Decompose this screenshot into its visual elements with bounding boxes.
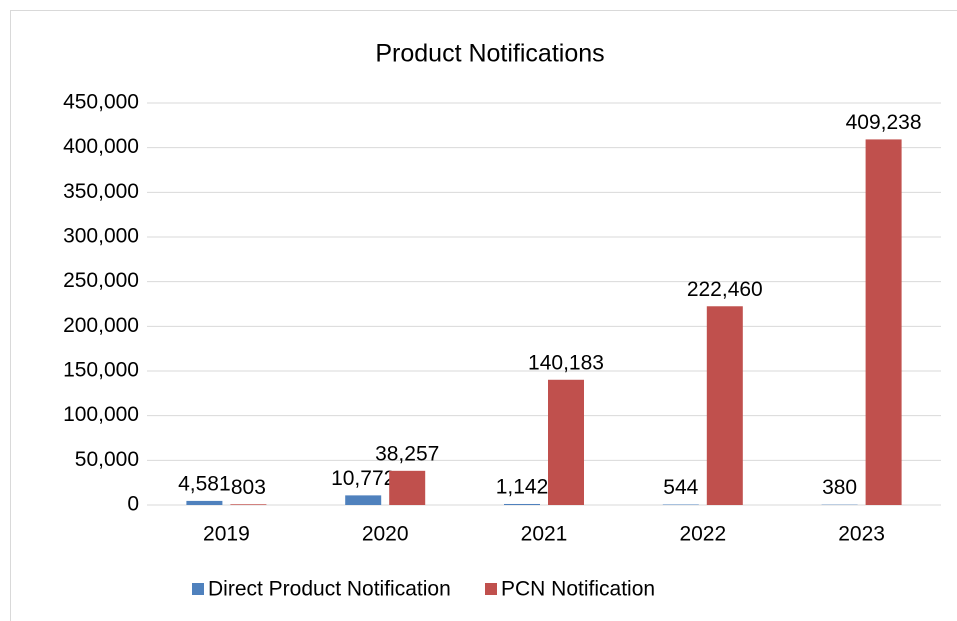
bar [345, 495, 382, 505]
bar [504, 503, 540, 505]
data-label: 222,460 [687, 278, 763, 301]
y-tick-label: 450,000 [63, 91, 139, 114]
data-label: 409,238 [846, 111, 922, 134]
legend-label: PCN Notification [501, 578, 655, 601]
bar [186, 500, 223, 505]
x-tick-label: 2019 [203, 523, 250, 546]
y-tick-label: 100,000 [63, 403, 139, 426]
bar [230, 504, 267, 505]
data-label: 544 [663, 476, 698, 499]
y-tick-label: 250,000 [63, 269, 139, 292]
data-label: 4,581 [178, 472, 231, 495]
bar [389, 470, 426, 505]
legend-swatch [192, 583, 204, 595]
legend-label: Direct Product Notification [208, 578, 451, 601]
x-tick-label: 2021 [521, 523, 568, 546]
x-tick-label: 2020 [362, 523, 409, 546]
data-label: 10,772 [331, 467, 395, 490]
bar [548, 379, 584, 505]
y-tick-label: 300,000 [63, 225, 139, 248]
data-label: 803 [231, 476, 266, 499]
data-label: 38,257 [375, 442, 439, 465]
y-tick-label: 50,000 [75, 448, 139, 471]
x-tick-label: 2023 [838, 523, 885, 546]
legend-swatch [485, 583, 497, 595]
y-tick-label: 400,000 [63, 135, 139, 158]
bar [706, 306, 743, 505]
y-tick-label: 350,000 [63, 180, 139, 203]
y-tick-label: 200,000 [63, 314, 139, 337]
chart-frame [10, 10, 957, 621]
bar [865, 139, 902, 505]
y-tick-label: 0 [127, 493, 139, 516]
y-tick-label: 150,000 [63, 359, 139, 382]
x-tick-label: 2022 [679, 523, 726, 546]
chart-title: Product Notifications [375, 40, 604, 68]
data-label: 1,142 [496, 476, 549, 499]
data-label: 140,183 [528, 351, 604, 374]
data-label: 380 [822, 476, 857, 499]
